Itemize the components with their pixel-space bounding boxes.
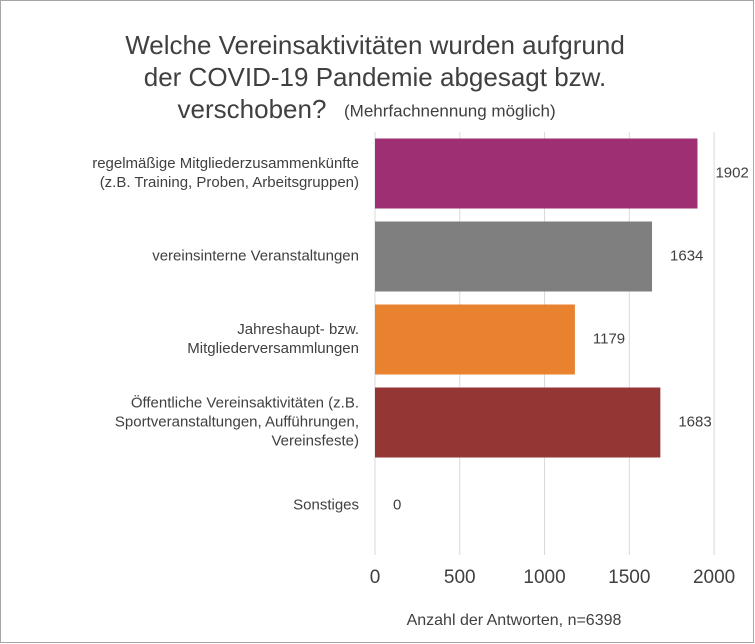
y-tick-label: vereinsinterne Veranstaltungen <box>152 247 359 264</box>
y-tick-label: Öffentliche Vereinsaktivitäten (z.B. Spor… <box>115 393 359 449</box>
y-tick-label: Sonstiges <box>293 496 359 513</box>
bar <box>375 387 661 458</box>
y-tick-label: Jahreshaupt- bzw. Mitgliederversammlungen <box>187 321 359 357</box>
value-label: 1179 <box>593 330 625 347</box>
x-tick-label: 1500 <box>608 567 650 588</box>
bar <box>375 138 698 209</box>
value-label: 1902 <box>715 164 748 181</box>
bar <box>375 304 575 375</box>
x-tick-label: 0 <box>370 567 381 588</box>
chart-subtitle: (Mehrfachnennung möglich) <box>344 101 556 120</box>
x-tick-label: 1000 <box>523 567 565 588</box>
x-axis-label: Anzahl der Antworten, n=6398 <box>407 612 622 629</box>
x-tick-label: 500 <box>444 567 476 588</box>
bar <box>375 221 653 292</box>
x-tick-label: 2000 <box>693 567 735 588</box>
chart-title: Welche Vereinsaktivitäten wurden aufgrun… <box>125 30 625 124</box>
y-tick-label: regelmäßige Mitgliederzusammenkünfte (z.B… <box>92 155 359 191</box>
value-label: 1634 <box>670 247 703 264</box>
value-label: 1683 <box>678 413 711 430</box>
value-label: 0 <box>393 496 401 513</box>
